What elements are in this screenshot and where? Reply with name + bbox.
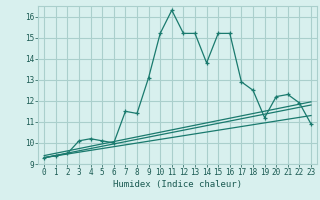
X-axis label: Humidex (Indice chaleur): Humidex (Indice chaleur) xyxy=(113,180,242,189)
